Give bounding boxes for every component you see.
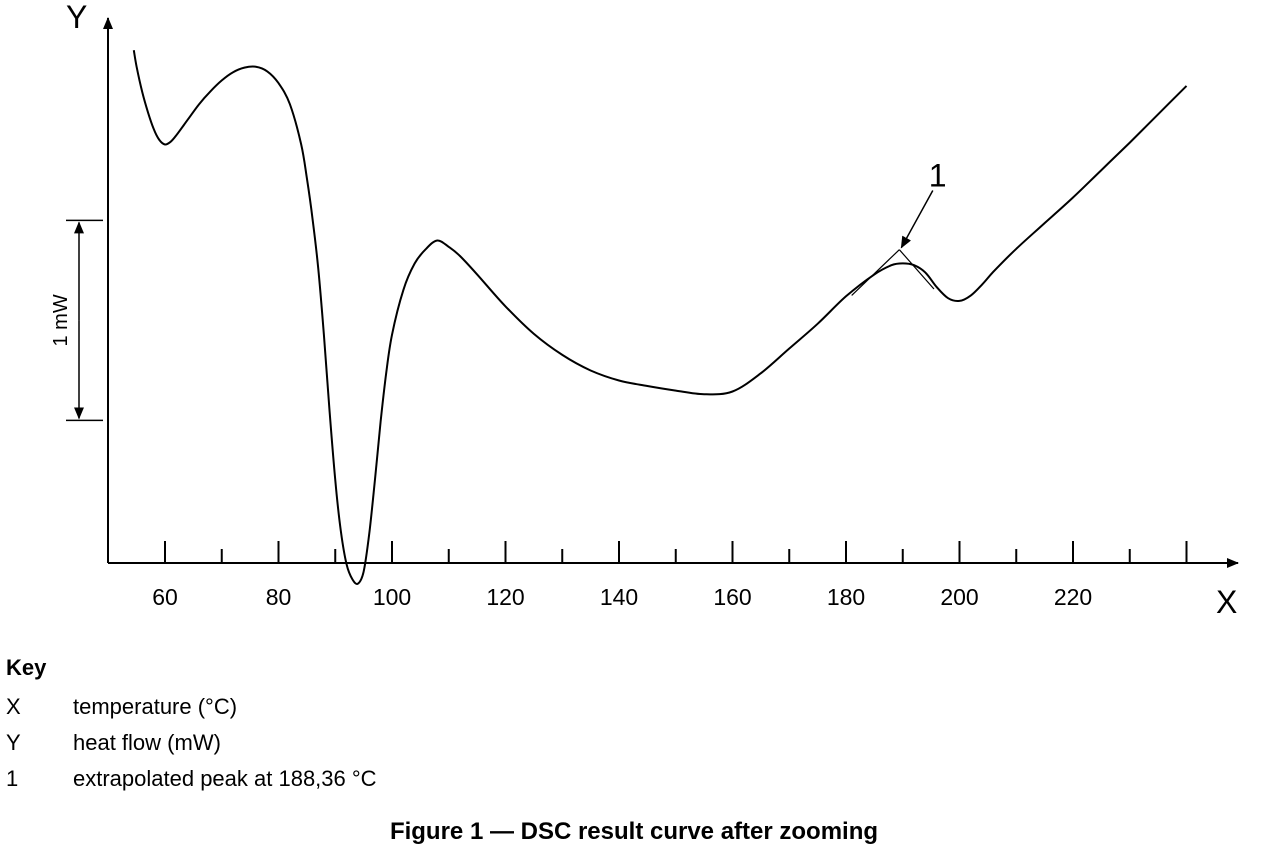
dsc-chart: YX 60 80 100 120 140 160 180 200 220 1 mW 1 (50, 0, 1239, 620)
series-layer (132, 50, 1188, 585)
callout-arrow (900, 190, 934, 249)
x-tick-label: 120 (486, 584, 524, 610)
key-row-x: X temperature (°C) (6, 689, 377, 725)
x-tick-label: 200 (940, 584, 978, 610)
peak-callout: 1 (851, 157, 947, 296)
callout-label: 1 (929, 157, 947, 193)
key-row-1: 1 extrapolated peak at 188,36 °C (6, 761, 377, 797)
x-tick-label: 140 (600, 584, 638, 610)
key-text: extrapolated peak at 188,36 °C (73, 766, 377, 791)
x-tick-label: 80 (266, 584, 292, 610)
extrapolation-line (898, 249, 935, 290)
key-symbol: X (6, 694, 21, 719)
key-symbol: 1 (6, 766, 19, 791)
key-legend: Key X temperature (°C) Y heat flow (mW) … (6, 655, 377, 797)
x-axis-ticks: 60 80 100 120 140 160 180 200 220 (152, 541, 1188, 610)
x-axis-letter: X (1216, 584, 1237, 620)
figure-caption: Figure 1 — DSC result curve after zoomin… (389, 818, 879, 845)
x-tick-label: 180 (827, 584, 865, 610)
axes: YX (66, 0, 1239, 620)
y-axis-letter: Y (66, 0, 87, 35)
extrapolation-line (851, 249, 900, 296)
scale-bar-label: 1 mW (50, 294, 72, 346)
x-tick-label: 100 (373, 584, 411, 610)
x-tick-label: 60 (152, 584, 178, 610)
scale-bar: 1 mW (50, 219, 103, 422)
x-tick-label: 160 (713, 584, 751, 610)
key-title: Key (6, 655, 47, 680)
x-tick-label: 220 (1054, 584, 1092, 610)
key-text: temperature (°C) (73, 694, 238, 719)
key-symbol: Y (6, 730, 21, 755)
dsc-curve (132, 50, 1188, 585)
key-row-y: Y heat flow (mW) (6, 725, 377, 761)
key-text: heat flow (mW) (73, 730, 221, 755)
